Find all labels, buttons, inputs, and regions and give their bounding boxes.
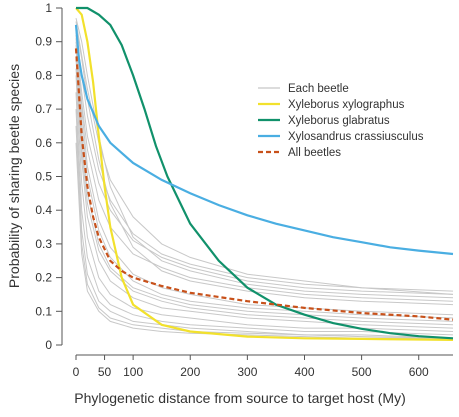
series-line-xyleborus-xylographus: [75, 7, 454, 341]
plot-area: [74, 6, 454, 341]
background-beetle-line-5: [75, 48, 454, 322]
x-tick-label: 600: [409, 365, 429, 379]
axes: 0 50 100 200 300 400 500 600 0 0.1 0.2 0.3 0.4 0.5 0.…: [6, 1, 453, 406]
background-beetle-line-3: [75, 41, 454, 302]
background-beetle-line-12: [75, 17, 454, 299]
x-tick-label: 50: [98, 365, 112, 379]
background-beetle-line-8: [75, 92, 454, 336]
x-ticks: 0 50 100 200 300 400 500 600: [73, 355, 429, 379]
y-tick-label: 0.2: [35, 271, 52, 285]
y-tick-label: 0: [45, 338, 52, 352]
y-tick-label: 0.6: [35, 136, 52, 150]
y-tick-label: 0.5: [35, 170, 52, 184]
background-beetle-line-15: [75, 38, 454, 295]
background-beetle-line-16: [75, 125, 454, 339]
background-beetle-line-1: [75, 21, 454, 295]
y-tick-label: 0.9: [35, 35, 52, 49]
background-beetle-line-6: [75, 58, 454, 329]
legend-label-each-beetle: Each beetle: [288, 83, 349, 95]
legend-label-xylosandrus-crassiusculus: Xylosandrus crassiusculus: [288, 131, 424, 143]
x-tick-label: 0: [73, 365, 80, 379]
x-tick-label: 400: [294, 365, 314, 379]
series-line-xylosandrus-crassiusculus: [74, 24, 454, 256]
legend-label-all-beetles: All beetles: [288, 147, 341, 159]
series-line-all-beetles: [74, 48, 454, 321]
y-tick-label: 0.1: [35, 304, 52, 318]
legend: Each beetle Xyleborus xylographus Xyleboru…: [258, 83, 424, 159]
background-beetle-line-2: [75, 31, 454, 292]
x-tick-label: 100: [123, 365, 143, 379]
y-tick-label: 0.8: [35, 68, 52, 82]
y-axis-label: Probability of sharing beetle species: [6, 64, 22, 288]
y-ticks: 0 0.1 0.2 0.3 0.4 0.5 0.6 0.7 0.8 0.9 1: [35, 1, 62, 352]
x-tick-label: 200: [180, 365, 200, 379]
legend-label-xyleborus-glabratus: Xyleborus glabratus: [288, 115, 390, 127]
x-tick-label: 500: [352, 365, 372, 379]
y-tick-label: 0.4: [35, 203, 52, 217]
background-beetle-line-13: [75, 45, 454, 319]
series-line-xyleborus-glabratus: [76, 6, 454, 340]
y-tick-label: 0.3: [35, 237, 52, 251]
y-tick-label: 0.7: [35, 102, 52, 116]
background-beetle-line-11: [75, 24, 454, 306]
y-tick-label: 1: [45, 1, 52, 15]
x-axis-label: Phylogenetic distance from source to tar…: [74, 390, 405, 406]
x-tick-label: 300: [237, 365, 257, 379]
background-beetle-line-7: [75, 75, 454, 332]
background-beetle-line-10: [75, 142, 453, 339]
legend-label-xyleborus-xylographus: Xyleborus xylographus: [288, 99, 405, 111]
